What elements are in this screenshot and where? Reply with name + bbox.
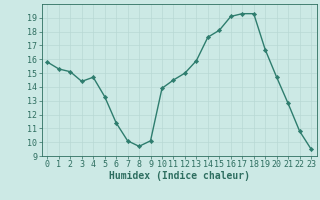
- X-axis label: Humidex (Indice chaleur): Humidex (Indice chaleur): [109, 171, 250, 181]
